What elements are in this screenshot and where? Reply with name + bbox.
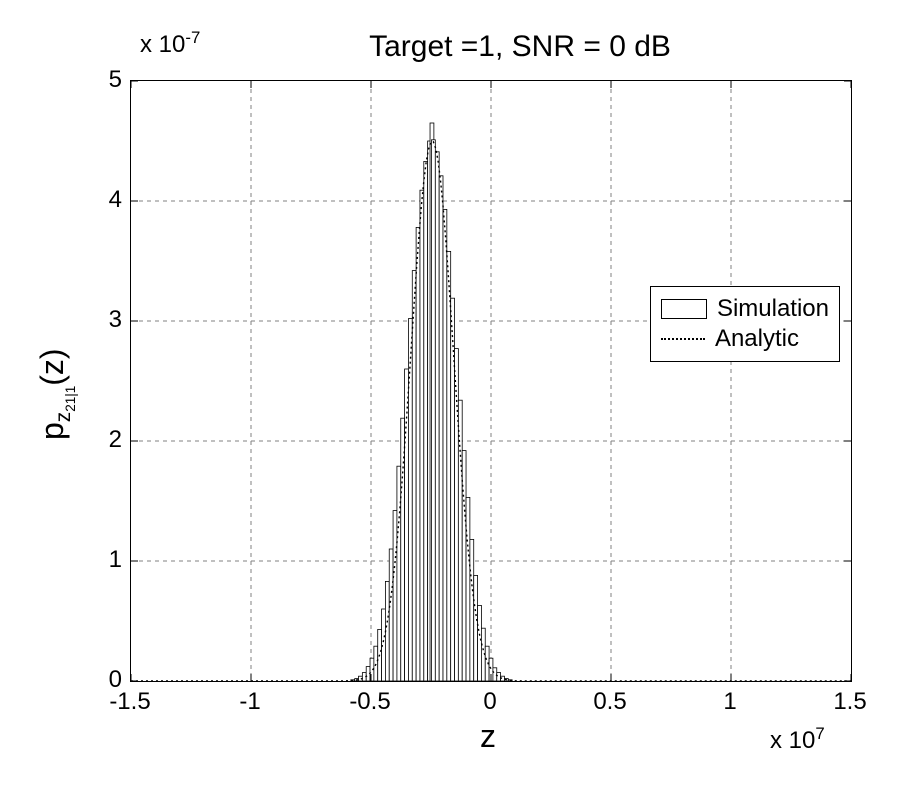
- legend-swatch-line-icon: [661, 338, 705, 340]
- legend-swatch-box-icon: [661, 299, 707, 319]
- plot-svg: [131, 81, 851, 681]
- plot-area: [130, 80, 852, 682]
- chart-title: Target =1, SNR = 0 dB: [210, 30, 830, 64]
- grid: [131, 81, 851, 681]
- y-axis-exponent: x 10-7: [140, 28, 200, 59]
- legend-label: Analytic: [715, 325, 799, 353]
- legend-item: Analytic: [661, 325, 829, 353]
- x-tick-label: -0.5: [340, 688, 400, 716]
- x-tick-label: 1: [700, 688, 760, 716]
- x-axis-label: z: [480, 718, 496, 755]
- y-tick-label: 4: [82, 186, 122, 214]
- legend: SimulationAnalytic: [650, 286, 840, 362]
- figure: Target =1, SNR = 0 dB x 10-7 x 107 pz21|…: [0, 0, 900, 800]
- histogram-bars: [351, 123, 512, 681]
- y-tick-label: 3: [82, 306, 122, 334]
- y-axis-label: pz21|1(z): [34, 348, 79, 440]
- legend-item: Simulation: [661, 295, 829, 323]
- x-axis-exponent: x 107: [770, 724, 825, 755]
- x-tick-label: 0: [460, 688, 520, 716]
- x-tick-label: -1: [220, 688, 280, 716]
- y-tick-label: 1: [82, 546, 122, 574]
- y-tick-label: 5: [82, 66, 122, 94]
- y-tick-label: 2: [82, 426, 122, 454]
- x-tick-label: 0.5: [580, 688, 640, 716]
- legend-label: Simulation: [717, 295, 829, 323]
- x-tick-label: 1.5: [820, 688, 880, 716]
- y-tick-label: 0: [82, 666, 122, 694]
